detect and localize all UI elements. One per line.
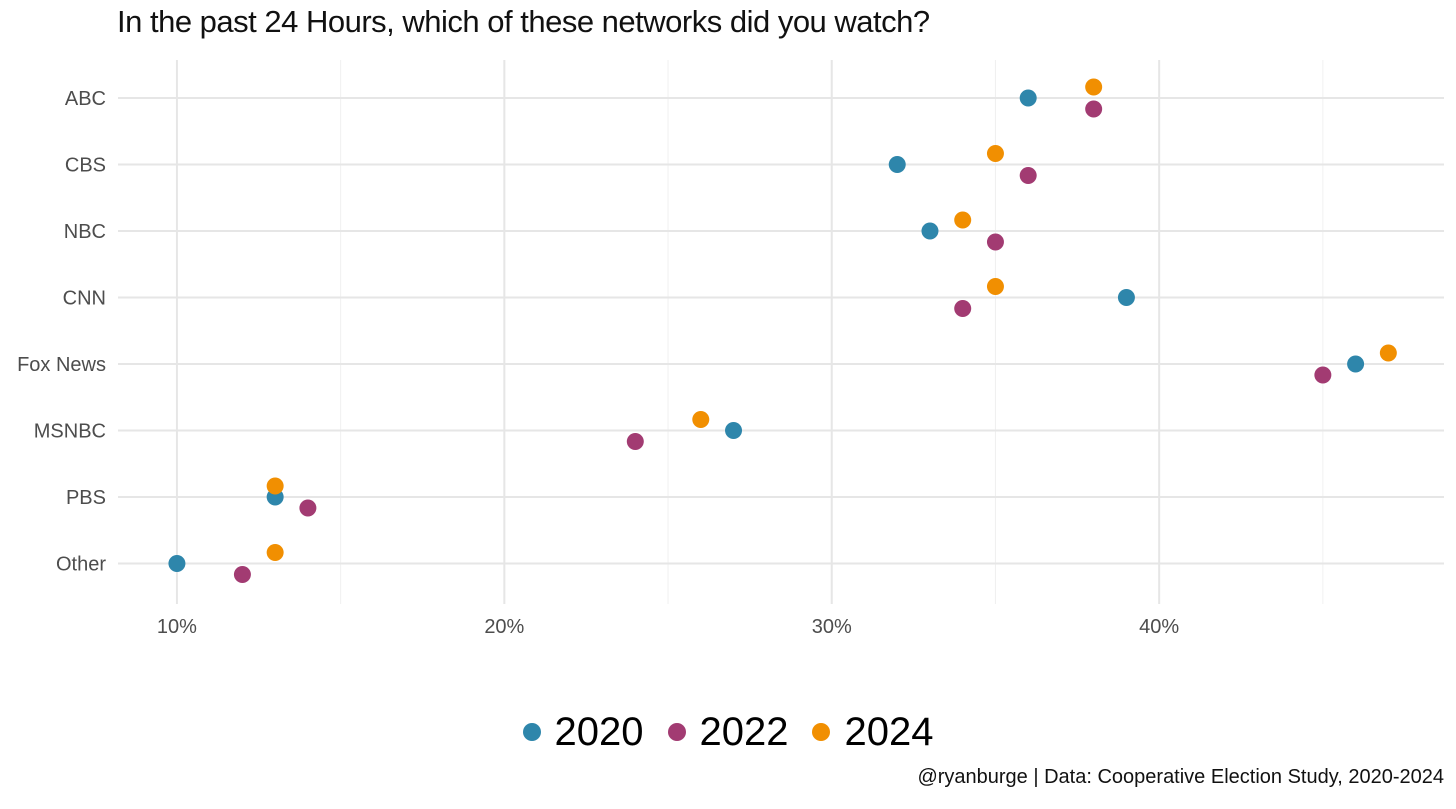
point-2020-cbs — [888, 156, 906, 173]
point-2024-fox-news — [1379, 344, 1397, 362]
chart-caption: @ryanburge | Data: Cooperative Election … — [917, 766, 1444, 788]
legend-item-2020: 2020 — [522, 709, 644, 755]
legend-label-2020: 2020 — [554, 709, 644, 754]
point-2022-msnbc — [626, 433, 644, 450]
legend-label-2022: 2022 — [699, 709, 789, 754]
point-2020-abc — [1019, 89, 1037, 107]
x-axis-tick-labels: 10% 20% 30% 40% — [157, 616, 1179, 638]
x-tick-label: 30% — [812, 616, 852, 638]
point-2024-abc — [1085, 78, 1103, 96]
y-tick-label: MSNBC — [34, 421, 106, 443]
point-2024-msnbc — [692, 411, 710, 428]
legend-dot-2020 — [522, 723, 541, 741]
y-tick-label: PBS — [66, 487, 106, 509]
legend-dot-2022 — [667, 723, 686, 741]
legend-item-2024: 2024 — [812, 710, 933, 755]
y-tick-label: CNN — [63, 288, 106, 310]
point-2024-cbs — [986, 145, 1004, 162]
point-2020-msnbc — [725, 422, 743, 439]
legend-item-2022: 2022 — [667, 709, 789, 755]
chart-plot: ABC CBS NBC CNN Fox News MSNBC PBS Other 10% 20%… — [17, 60, 1444, 638]
point-2022-cnn — [954, 300, 972, 317]
point-2024-pbs — [266, 477, 284, 495]
chart-title: In the past 24 Hours, which of these net… — [117, 4, 930, 39]
point-2020-other — [168, 555, 186, 572]
legend: 2020 2022 2024 — [0, 704, 1456, 760]
point-2020-fox-news — [1347, 355, 1365, 373]
y-tick-label: CBS — [65, 155, 106, 177]
legend-dot-2024 — [812, 723, 831, 741]
point-2024-cnn — [986, 278, 1004, 295]
y-tick-label: NBC — [64, 221, 106, 243]
x-tick-label: 40% — [1139, 616, 1179, 638]
point-2022-pbs — [299, 499, 317, 517]
grid-lines — [118, 60, 1444, 604]
point-2022-abc — [1085, 100, 1103, 118]
point-2022-other — [233, 566, 251, 583]
point-2022-cbs — [1019, 167, 1037, 184]
point-2020-cnn — [1117, 289, 1135, 306]
y-axis-tick-labels: ABC CBS NBC CNN Fox News MSNBC PBS Other — [17, 88, 106, 576]
data-points — [168, 78, 1397, 583]
y-tick-label: Fox News — [17, 354, 106, 376]
x-tick-label: 10% — [157, 616, 197, 638]
point-2022-fox-news — [1314, 366, 1332, 384]
x-tick-label: 20% — [484, 616, 524, 638]
point-2024-other — [266, 544, 284, 561]
point-2020-nbc — [921, 222, 939, 240]
point-2024-nbc — [954, 211, 972, 229]
y-tick-label: ABC — [65, 88, 106, 110]
y-tick-label: Other — [56, 554, 106, 576]
point-2022-nbc — [986, 233, 1004, 251]
legend-label-2024: 2024 — [844, 709, 934, 754]
